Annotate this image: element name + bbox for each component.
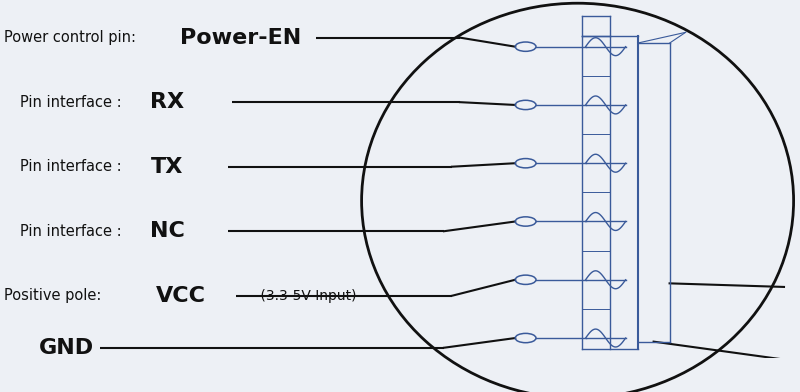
Text: (3.3-5V Input): (3.3-5V Input) <box>256 289 357 303</box>
Text: TX: TX <box>150 157 182 177</box>
Text: GND: GND <box>38 338 94 358</box>
Text: Power-EN: Power-EN <box>180 28 302 48</box>
Text: NC: NC <box>150 221 186 241</box>
Text: VCC: VCC <box>156 286 206 306</box>
Text: Power control pin:: Power control pin: <box>4 30 136 45</box>
Text: Pin interface :: Pin interface : <box>20 224 122 239</box>
Text: Positive pole:: Positive pole: <box>4 288 102 303</box>
Text: RX: RX <box>150 92 185 112</box>
Text: Pin interface :: Pin interface : <box>20 159 122 174</box>
Text: Pin interface :: Pin interface : <box>20 95 122 110</box>
